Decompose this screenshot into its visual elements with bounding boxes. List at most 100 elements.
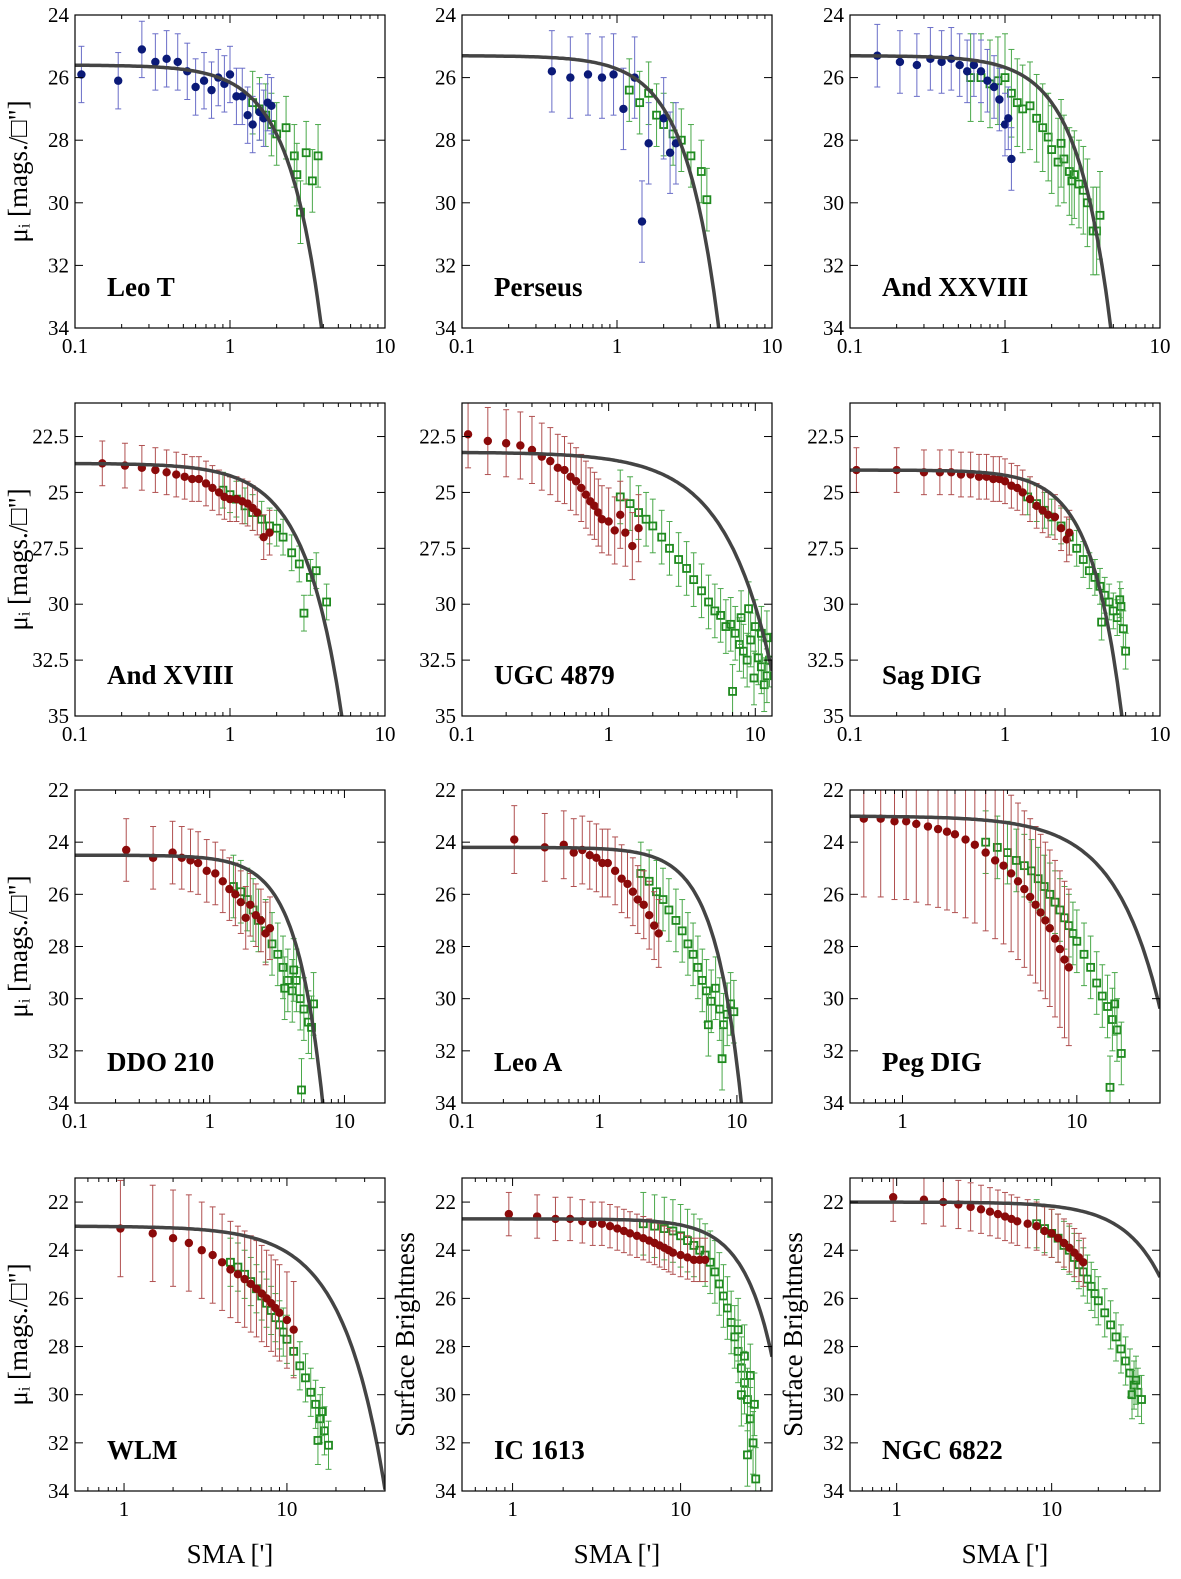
green-point: [677, 926, 687, 936]
y-tick-label: 30: [48, 1383, 69, 1407]
green-point: [1116, 1049, 1126, 1058]
y-tick-label: 30: [823, 1383, 844, 1407]
y-tick-label: 32.5: [32, 648, 69, 672]
y-tick-label: 34: [48, 316, 70, 340]
y-tick-label: 30: [823, 592, 844, 616]
y-tick-label: 24: [435, 1238, 457, 1262]
blue-point: [665, 148, 675, 157]
blue-point: [199, 76, 209, 85]
green-point: [674, 555, 684, 564]
green-point: [289, 965, 299, 975]
panel-and-xviii: 22.5 25 27.5 30 32.5 350.1 1 10 And XVIII μᵢ [mag…: [3, 402, 396, 746]
y-tick-label: 28: [823, 1335, 844, 1359]
y-tick-label: 22: [823, 1190, 844, 1214]
green-point: [648, 521, 658, 531]
red-point: [597, 1219, 607, 1228]
y-axis-title: μᵢ [mags./□"]: [3, 100, 33, 242]
red-point: [1044, 510, 1053, 519]
blue-point: [151, 57, 160, 67]
red-point: [654, 929, 663, 938]
y-tick-label: 28: [435, 1335, 456, 1359]
green-point: [278, 962, 288, 972]
model-curve: [75, 461, 344, 716]
red-point: [683, 1253, 692, 1262]
green-point: [311, 1399, 321, 1409]
plot-area: [850, 790, 1160, 1103]
x-tick-label: 10: [670, 1497, 691, 1521]
green-point: [280, 983, 290, 993]
red-point: [560, 465, 569, 475]
red-point: [689, 1255, 699, 1265]
red-point: [251, 911, 261, 920]
green-point: [697, 976, 707, 985]
y-tick-label: 32: [823, 1039, 844, 1063]
green-point: [710, 1267, 720, 1277]
panel-ddo-210: 22 24 26 28 30 32 340.1 1 10 DDO 210 μᵢ [mags./□"]: [3, 778, 386, 1133]
green-point: [1125, 1368, 1135, 1378]
red-point: [990, 856, 1000, 865]
red-point: [890, 817, 899, 826]
green-point: [1093, 1296, 1103, 1306]
red-point: [581, 490, 591, 499]
plot-area: [850, 447, 1131, 716]
y-tick-label: 30: [48, 987, 69, 1011]
blue-point: [955, 60, 964, 70]
x-tick-label: 1: [225, 334, 236, 358]
y-tick-label: 30: [435, 987, 456, 1011]
red-point: [590, 501, 599, 511]
panel-title: Sag DIG: [882, 660, 982, 690]
green-point: [1072, 936, 1082, 946]
y-tick-label: 22: [48, 1190, 69, 1214]
y-tick-label: 22.5: [419, 425, 456, 449]
y-tick-label: 24: [435, 3, 457, 27]
green-point: [688, 949, 698, 959]
red-point: [644, 911, 654, 920]
red-point: [1013, 1217, 1022, 1226]
red-point: [628, 541, 637, 551]
y-tick-label: 26: [823, 66, 844, 90]
red-point: [603, 858, 612, 868]
panel-title: Peg DIG: [882, 1047, 982, 1077]
x-axis-title: SMA [']: [962, 1539, 1049, 1569]
x-tick-label: 1: [603, 722, 614, 746]
y-axis-title: μᵢ [mags./□"]: [3, 488, 33, 630]
red-point: [233, 1270, 243, 1279]
panel-ic-1613: 22 24 26 28 30 32 34 1 10 IC 1613 Surface Brightne…: [390, 1177, 773, 1569]
red-point: [265, 924, 275, 933]
x-tick-label: 1: [1000, 334, 1011, 358]
red-point: [889, 1193, 898, 1202]
blue-point: [976, 67, 986, 76]
green-point: [730, 628, 740, 638]
green-point: [714, 1279, 724, 1289]
green-point: [717, 1054, 727, 1064]
y-tick-label: 22: [48, 778, 69, 802]
green-point: [1032, 113, 1042, 123]
red-point: [974, 472, 984, 481]
green-point: [301, 1373, 310, 1383]
x-tick-label: 10: [726, 1109, 747, 1133]
red-point: [1041, 916, 1050, 925]
y-tick-label: 26: [48, 66, 69, 90]
blue-point: [619, 104, 628, 114]
green-point: [1086, 962, 1096, 972]
red-point: [151, 465, 160, 475]
red-point: [942, 827, 952, 836]
blue-point: [1007, 154, 1016, 164]
red-point: [231, 890, 240, 899]
green-point: [625, 499, 635, 509]
blue-point: [248, 120, 257, 129]
y-tick-label: 27.5: [32, 536, 69, 560]
green-point: [992, 842, 1002, 852]
y-tick-label: 24: [823, 830, 845, 854]
red-point: [1018, 488, 1027, 497]
red-point: [700, 1255, 710, 1265]
y-tick-label: 27.5: [807, 536, 844, 560]
green-point: [702, 195, 712, 205]
green-point: [297, 1085, 306, 1095]
blue-point: [137, 45, 147, 54]
green-point: [745, 1371, 755, 1380]
panel-title: NGC 6822: [882, 1435, 1003, 1465]
x-tick-label: 10: [375, 722, 396, 746]
y-tick-label: 30: [435, 592, 456, 616]
y-tick-label: 28: [823, 128, 844, 152]
